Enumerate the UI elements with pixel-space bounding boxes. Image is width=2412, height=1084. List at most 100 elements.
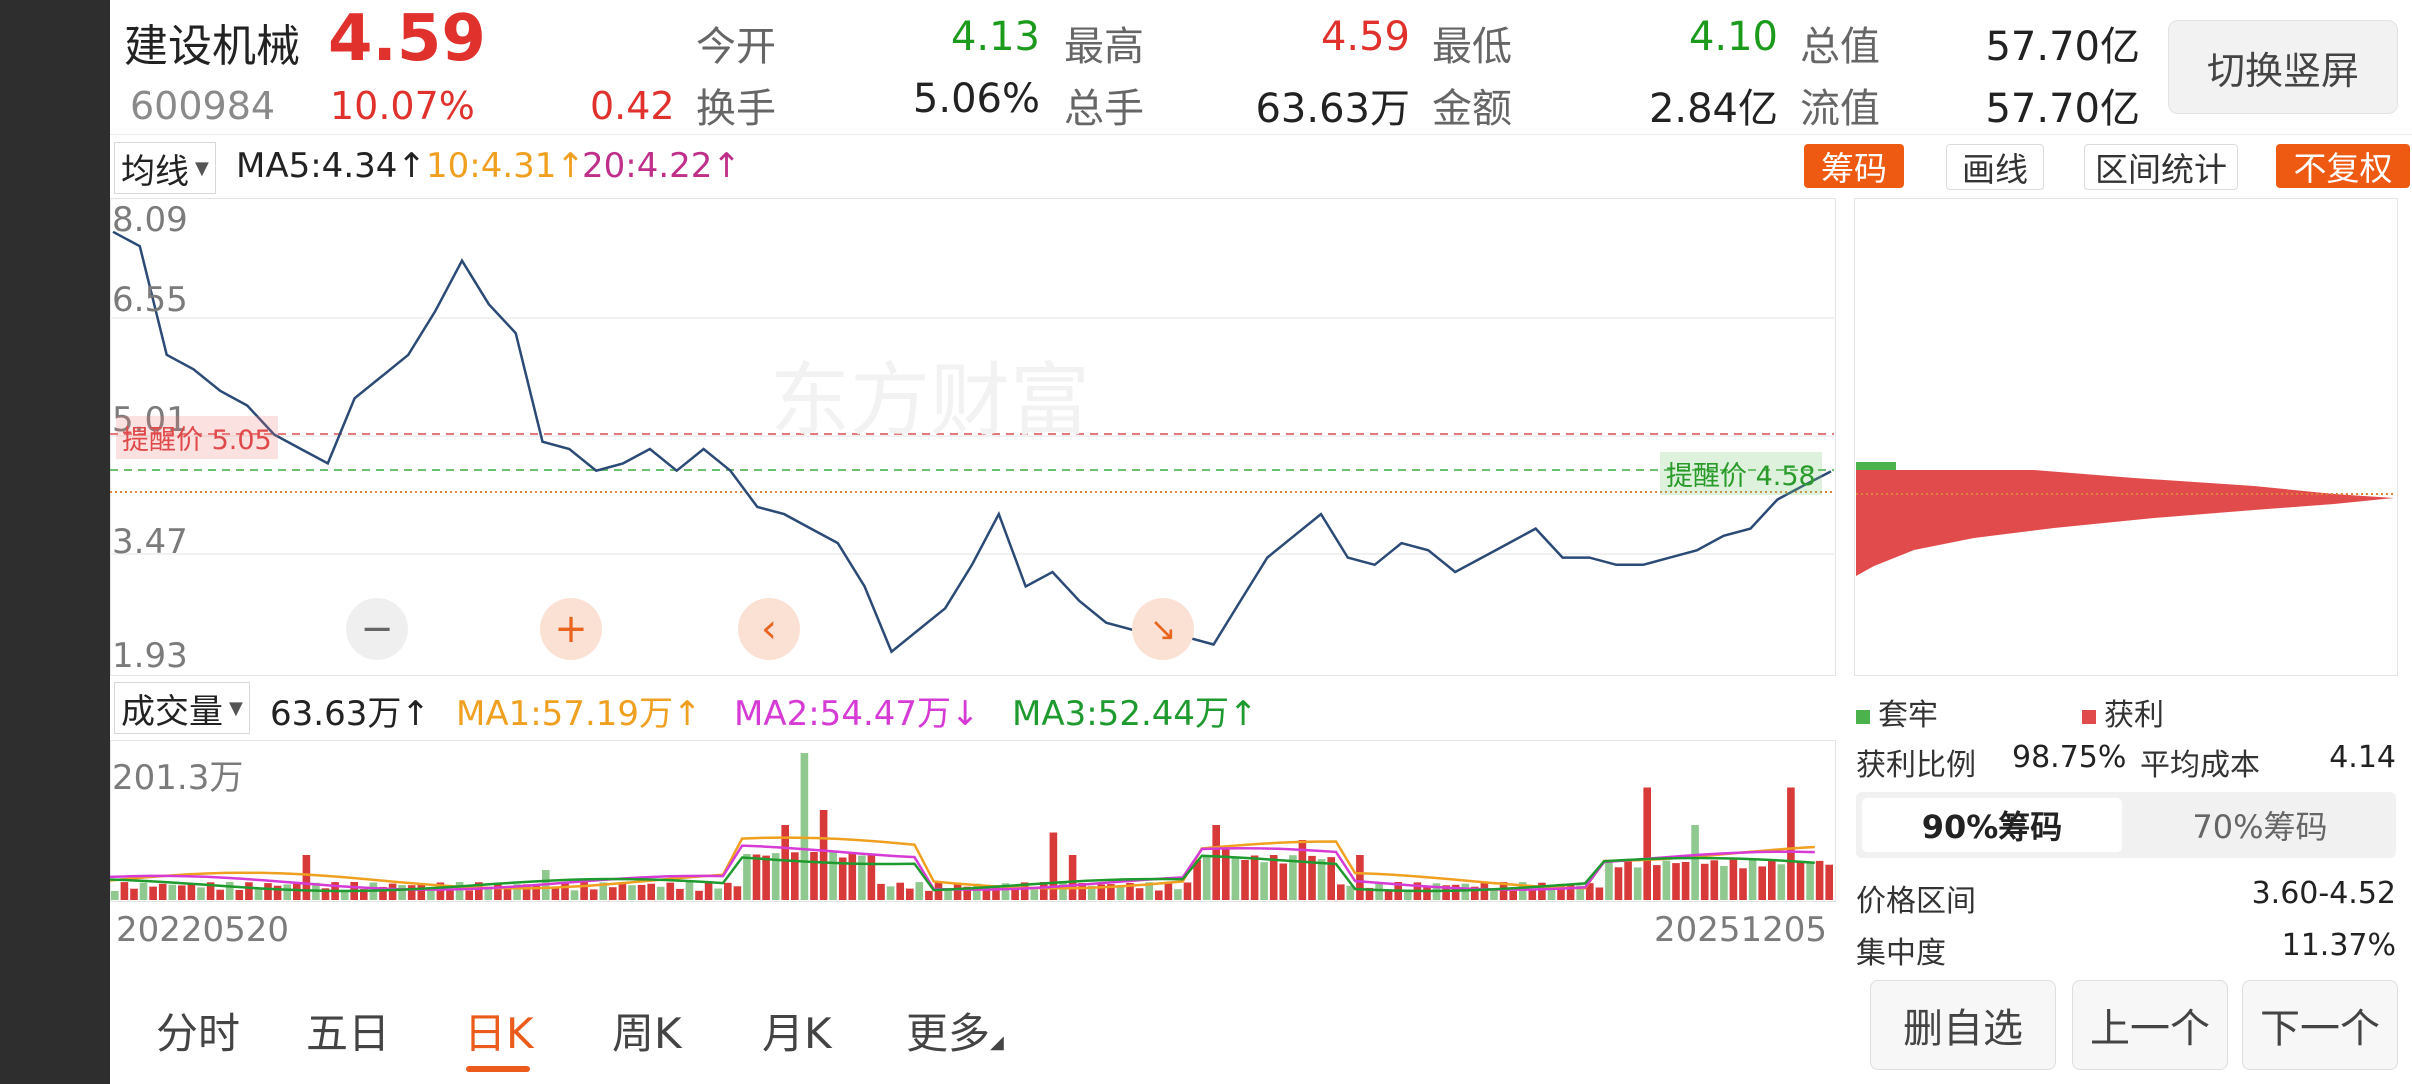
- tab-weekly-k[interactable]: 周K: [612, 1009, 682, 1058]
- left-edge-strip: [0, 0, 110, 1084]
- volume-bar: [254, 887, 263, 900]
- volume-bar: [1681, 862, 1690, 900]
- volume-bar: [1059, 882, 1067, 900]
- volume-bar: [1260, 862, 1268, 900]
- volume-bar: [465, 890, 473, 900]
- volume-bar: [1212, 825, 1220, 900]
- volume-bar: [1384, 890, 1393, 900]
- volume-bar: [513, 884, 521, 900]
- remove-watchlist-button[interactable]: 删自选: [1870, 980, 2056, 1070]
- profit-chip-histogram: [1856, 470, 2394, 576]
- volume-bar: [551, 888, 560, 900]
- minus-icon: −: [360, 606, 394, 652]
- low-value: 4.10: [1688, 14, 1778, 60]
- volume-bar: [886, 886, 895, 900]
- volume-bar: [609, 887, 617, 900]
- scroll-back-button[interactable]: ‹: [738, 598, 800, 660]
- volume-bar: [1614, 867, 1623, 900]
- volume-bar: [1241, 860, 1249, 900]
- volume-bar: [762, 855, 770, 900]
- chip-distribution-panel: [1854, 198, 2398, 676]
- fit-view-button[interactable]: ↘: [1132, 598, 1194, 660]
- volume-bar: [1040, 882, 1048, 900]
- mcap-value: 57.70亿: [1985, 24, 2140, 70]
- volume-bar: [570, 890, 579, 900]
- volume-bar: [388, 883, 397, 900]
- volume-bar: [340, 890, 349, 900]
- zoom-out-button[interactable]: −: [346, 598, 408, 660]
- volume-bar: [1461, 883, 1470, 900]
- float-value: 57.70亿: [1985, 86, 2140, 132]
- ma-type-dropdown[interactable]: 均线 ▼: [114, 142, 216, 194]
- trapped-chip-bar: [1856, 462, 1896, 470]
- volume-bar: [1739, 868, 1747, 900]
- interval-stats-button[interactable]: 区间统计: [2084, 144, 2238, 190]
- volume-bar: [800, 753, 809, 900]
- tab-90-chips[interactable]: 90%筹码: [1862, 798, 2122, 852]
- volume-bar: [1049, 832, 1058, 900]
- volume-bar: [1815, 860, 1824, 900]
- change-amount: 0.42: [590, 84, 675, 128]
- price-range-label: 价格区间: [1856, 884, 1976, 919]
- volume-bar: [120, 882, 129, 900]
- volume-bar: [427, 887, 435, 900]
- volume-value: 63.63万: [1255, 86, 1410, 132]
- volume-indicator-dropdown[interactable]: 成交量 ▼: [114, 682, 250, 734]
- tab-monthly-k[interactable]: 月K: [762, 1009, 832, 1058]
- legend-trapped: 套牢: [1856, 690, 1938, 734]
- change-percent: 10.07%: [330, 84, 475, 128]
- tab-five-day[interactable]: 五日: [306, 1009, 391, 1058]
- header-divider: [110, 134, 2412, 135]
- volume-bar: [618, 883, 627, 900]
- volume-bar: [1528, 888, 1537, 900]
- next-stock-button[interactable]: 下一个: [2242, 980, 2398, 1070]
- volume-bar: [1126, 882, 1134, 900]
- volume-bar: [1337, 884, 1345, 900]
- alert-price-green[interactable]: 提醒价 4.58: [1660, 452, 1822, 495]
- volume-bar: [1825, 864, 1833, 900]
- volume-bar: [1691, 825, 1699, 900]
- alert-price-red[interactable]: 提醒价 5.05: [116, 416, 278, 459]
- volume-bar: [475, 882, 483, 900]
- volume-bar: [130, 888, 138, 900]
- volume-bar: [781, 825, 789, 900]
- volume-bar: [829, 852, 837, 900]
- previous-stock-button[interactable]: 上一个: [2072, 980, 2228, 1070]
- active-tab-indicator: [466, 1066, 530, 1072]
- volume-bar: [1672, 863, 1680, 900]
- tab-more[interactable]: 更多◢: [906, 1000, 1004, 1061]
- volume-bar: [1193, 860, 1201, 900]
- volume-bar: [1806, 862, 1814, 900]
- tab-70-chips[interactable]: 70%筹码: [2192, 808, 2328, 846]
- volume-bar: [1289, 855, 1297, 900]
- volume-bar: [896, 882, 904, 900]
- volume-bar: [168, 884, 177, 900]
- chips-button[interactable]: 筹码: [1804, 144, 1904, 188]
- switch-orientation-button[interactable]: 切换竖屏: [2168, 20, 2398, 114]
- volume-bar: [187, 883, 196, 900]
- draw-line-button[interactable]: 画线: [1946, 144, 2044, 190]
- volume-ma3-line: [110, 854, 1815, 893]
- volume-bar: [1327, 857, 1335, 900]
- volume-bar: [656, 886, 665, 900]
- no-adjust-button[interactable]: 不复权: [2276, 144, 2410, 188]
- volume-bar: [704, 882, 713, 900]
- legend-profit-label: 获利: [2104, 698, 2164, 733]
- volume-bar: [149, 886, 157, 900]
- volume-bar: [963, 886, 971, 900]
- volume-chart-panel[interactable]: [110, 740, 1836, 902]
- open-label: 今开: [696, 24, 776, 70]
- avg-cost-label: 平均成本: [2140, 748, 2260, 783]
- volume-bar: [446, 889, 454, 900]
- tab-intraday[interactable]: 分时: [156, 1009, 241, 1058]
- price-tick: 6.55: [112, 280, 188, 320]
- stock-price: 4.59: [328, 2, 486, 76]
- volume-dropdown-label: 成交量: [121, 691, 223, 732]
- volume-bar: [1231, 856, 1240, 900]
- zoom-in-button[interactable]: +: [540, 598, 602, 660]
- volume-bar: [225, 882, 234, 900]
- volume-bar: [532, 885, 540, 900]
- chevron-left-icon: ‹: [761, 606, 777, 652]
- tab-daily-k[interactable]: 日K: [464, 1009, 534, 1058]
- volume-bar: [666, 882, 675, 900]
